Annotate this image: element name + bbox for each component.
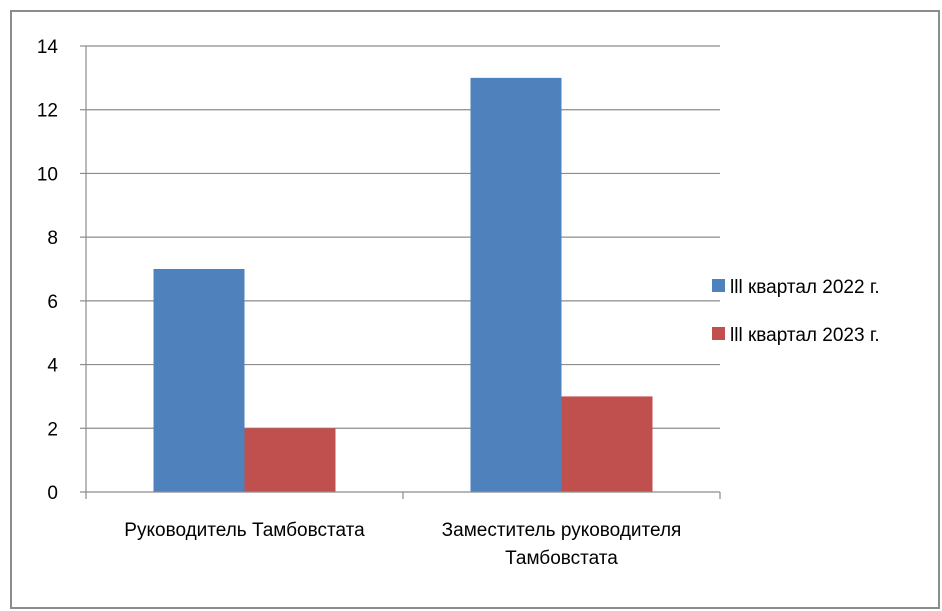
legend-label-2: lll квартал 2023 г. bbox=[730, 325, 880, 346]
legend-swatch-1 bbox=[712, 279, 725, 292]
y-tick-label: 14 bbox=[37, 37, 59, 58]
y-tick-label: 10 bbox=[37, 164, 58, 185]
y-tick-label: 0 bbox=[47, 483, 58, 504]
y-tick-labels: 0 2 4 6 8 10 12 14 bbox=[37, 37, 59, 504]
legend-label-1: lll квартал 2022 г. bbox=[730, 277, 880, 298]
legend-swatch-2 bbox=[712, 327, 725, 340]
y-tick-label: 4 bbox=[47, 356, 58, 377]
axes bbox=[80, 45, 721, 499]
category-label: Заместитель руководителя Тамбовстата bbox=[442, 520, 682, 569]
category-label: Руководитель Тамбовстата bbox=[124, 520, 365, 541]
bar-1-2 bbox=[470, 77, 562, 492]
y-tick-label: 2 bbox=[47, 419, 58, 440]
category-label-line: Тамбовстата bbox=[505, 548, 618, 569]
category-labels: Руководитель Тамбовстата Заместитель руко… bbox=[124, 520, 681, 569]
legend: lll квартал 2022 г. lll квартал 2023 г. bbox=[712, 277, 880, 346]
y-tick-label: 12 bbox=[37, 101, 58, 122]
category-label-line: Руководитель Тамбовстата bbox=[124, 520, 365, 541]
bar-1-1 bbox=[153, 269, 245, 492]
category-label-line: Заместитель руководителя bbox=[442, 520, 682, 541]
bar-2-2 bbox=[561, 396, 653, 492]
y-tick-label: 8 bbox=[47, 228, 58, 249]
bars bbox=[153, 77, 653, 492]
bar-2-1 bbox=[244, 428, 336, 492]
y-tick-label: 6 bbox=[47, 292, 58, 313]
